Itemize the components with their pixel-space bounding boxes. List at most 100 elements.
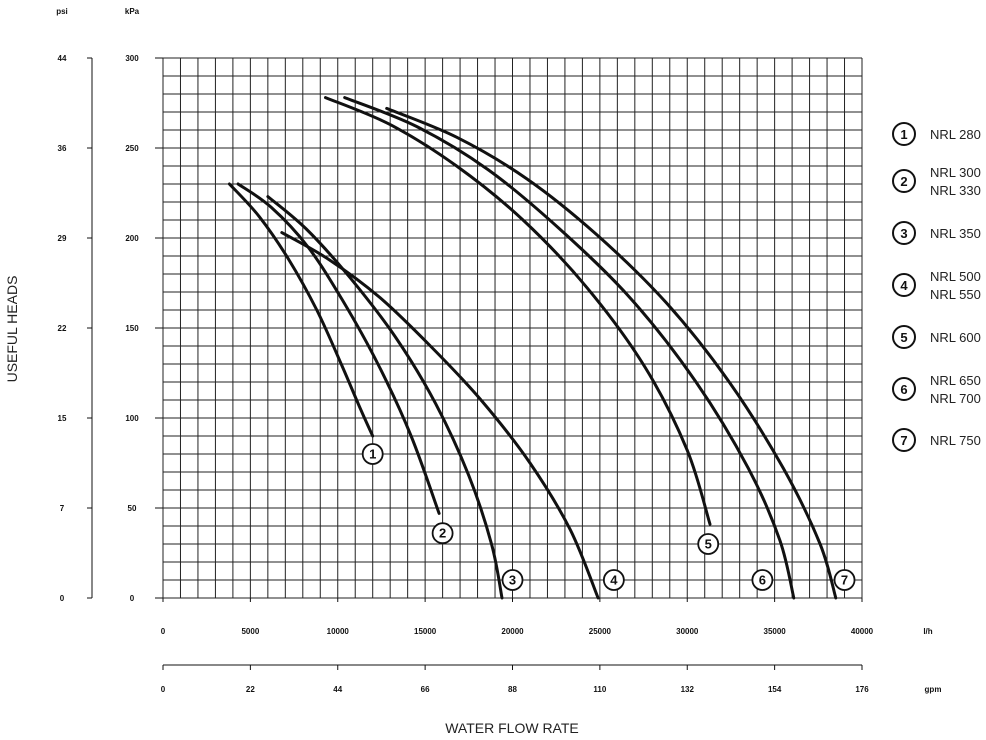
legend-label: NRL 300	[930, 165, 981, 180]
curve-badge-4: 4	[602, 569, 625, 591]
curve-badge-circle	[602, 569, 625, 591]
y-primary-tick-label: 150	[125, 324, 139, 333]
curve-badge-number: 6	[759, 573, 766, 588]
curve-7	[385, 106, 838, 600]
y-secondary-unit: psi	[56, 7, 68, 16]
x-secondary-tick-label: 66	[421, 685, 430, 694]
x-secondary-tick-label: 22	[246, 685, 255, 694]
chart-curves	[227, 96, 838, 600]
curve-badge-number: 1	[369, 447, 376, 462]
legend-badge-number: 2	[900, 174, 907, 189]
curve-badge-circle	[361, 443, 384, 465]
y-secondary-tick-label: 15	[58, 414, 67, 423]
chart-curve-badges: 1 2 3 4 5 6 7	[361, 443, 856, 591]
legend-badge-number: 7	[900, 433, 907, 448]
legend-label: NRL 550	[930, 287, 981, 302]
legend-label: NRL 280	[930, 127, 981, 142]
legend-label: NRL 330	[930, 183, 981, 198]
x-primary-tick-label: 0	[161, 627, 166, 636]
x-secondary-tick-label: 132	[681, 685, 695, 694]
y-primary-tick-label: 50	[128, 504, 137, 513]
y-secondary-tick-label: 0	[60, 594, 65, 603]
y-secondary-tick-label: 7	[60, 504, 65, 513]
x-axis-title: WATER FLOW RATE	[445, 720, 579, 736]
legend-label: NRL 650	[930, 373, 981, 388]
curve-badge-6: 6	[751, 569, 774, 591]
curve-badge-number: 5	[705, 537, 712, 552]
legend-badge-circle	[892, 325, 916, 349]
curve-badge-circle	[833, 569, 856, 591]
chart-legend: 1 NRL 280 2 NRL 300 NRL 330 3 NRL 350 4 NRL 500 N…	[892, 122, 981, 452]
curve-2	[236, 182, 441, 515]
legend-badge-circle	[892, 273, 916, 297]
x-primary-tick-label: 25000	[589, 627, 612, 636]
legend-badge-number: 4	[900, 278, 908, 293]
y-secondary-tick-label: 36	[58, 144, 67, 153]
x-primary-tick-label: 30000	[676, 627, 699, 636]
curve-badge-7: 7	[833, 569, 856, 591]
y-primary-tick-label: 200	[125, 234, 139, 243]
curve-badge-circle	[431, 522, 454, 545]
legend-entry-2: 2 NRL 300 NRL 330	[892, 165, 981, 198]
y-primary-tick-label: 100	[125, 414, 139, 423]
x-secondary-tick-label: 154	[768, 685, 782, 694]
x-secondary-tick-label: 176	[855, 685, 869, 694]
legend-badge-number: 3	[900, 226, 907, 241]
x-secondary-unit: gpm	[925, 685, 942, 694]
y-secondary-tick-label: 22	[58, 324, 67, 333]
x-primary-tick-label: 15000	[414, 627, 437, 636]
x-secondary-tick-label: 0	[161, 685, 166, 694]
curve-badge-3: 3	[501, 569, 524, 591]
y-primary-tick-label: 0	[130, 594, 135, 603]
x-primary-tick-label: 10000	[327, 627, 350, 636]
legend-badge-circle	[892, 122, 916, 146]
x-secondary-tick-label: 88	[508, 685, 517, 694]
curve-4	[280, 231, 600, 600]
legend-entry-4: 4 NRL 500 NRL 550	[892, 269, 981, 302]
legend-badge-circle	[892, 428, 916, 452]
curve-badge-number: 2	[439, 526, 446, 541]
curve-badge-5: 5	[697, 533, 720, 555]
legend-badge-circle	[892, 169, 916, 193]
x-primary-tick-label: 20000	[501, 627, 524, 636]
curve-1	[227, 182, 375, 438]
y-primary-tick-label: 250	[125, 144, 139, 153]
x-secondary-tick-label: 44	[333, 685, 342, 694]
curve-badge-number: 7	[841, 573, 848, 588]
x-secondary-tick-label: 110	[593, 685, 606, 694]
curve-badge-2: 2	[431, 522, 454, 545]
legend-label: NRL 750	[930, 433, 981, 448]
curve-badge-number: 3	[509, 573, 516, 588]
x-primary-unit: l/h	[923, 627, 932, 636]
curve-3	[266, 195, 504, 600]
curve-badge-circle	[751, 569, 774, 591]
curve-badge-1: 1	[361, 443, 384, 465]
chart-grid	[162, 57, 863, 599]
legend-badge-number: 5	[900, 330, 907, 345]
x-primary-tick-label: 35000	[764, 627, 787, 636]
legend-badge-circle	[892, 221, 916, 245]
x-primary-tick-label: 5000	[241, 627, 259, 636]
curve-5	[324, 96, 712, 526]
y-secondary-tick-label: 44	[58, 54, 67, 63]
curve-badge-circle	[697, 533, 720, 555]
y-secondary-tick-label: 29	[58, 234, 67, 243]
legend-badge-number: 1	[900, 127, 907, 142]
legend-label: NRL 600	[930, 330, 981, 345]
curve-badge-number: 4	[610, 573, 618, 588]
legend-label: NRL 500	[930, 269, 981, 284]
legend-badge-number: 6	[900, 382, 907, 397]
x-primary-tick-label: 40000	[851, 627, 874, 636]
legend-entry-5: 5 NRL 600	[892, 325, 981, 349]
y-axis-title: USEFUL HEADS	[4, 276, 20, 383]
curve-6	[343, 96, 796, 600]
legend-entry-1: 1 NRL 280	[892, 122, 981, 146]
legend-entry-7: 7 NRL 750	[892, 428, 981, 452]
legend-entry-3: 3 NRL 350	[892, 221, 981, 245]
curve-badge-circle	[501, 569, 524, 591]
y-primary-unit: kPa	[125, 7, 140, 16]
legend-badge-circle	[892, 377, 916, 401]
legend-entry-6: 6 NRL 650 NRL 700	[892, 373, 981, 406]
